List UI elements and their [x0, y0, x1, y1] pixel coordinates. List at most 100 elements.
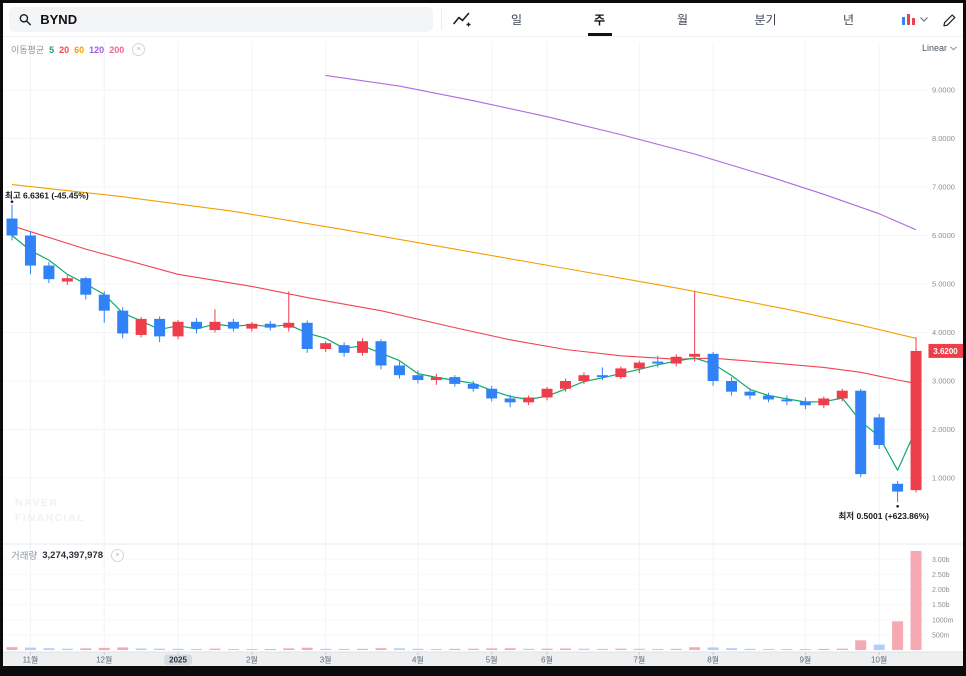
candle-body	[24, 235, 36, 266]
axis-layer: 9.0000 8.0000 7.0000 6.0000 5.0000 4.0000 3.00…	[932, 86, 955, 640]
legend-close-button[interactable]: ×	[132, 43, 146, 56]
chevron-down-icon	[950, 45, 957, 51]
tab-day[interactable]: 일	[510, 13, 523, 27]
x-axis-month-label: 2월	[246, 655, 258, 665]
chart-app: 일 주 월 분기 년	[3, 3, 963, 666]
search-icon	[19, 13, 32, 26]
price-axis-label: 1.0000	[932, 474, 955, 483]
candle-body	[762, 395, 774, 400]
grid-layer	[3, 42, 963, 652]
x-axis-year-pill	[164, 654, 193, 665]
toolbar: 일 주 월 분기 년	[3, 3, 963, 37]
volume-bar	[24, 647, 36, 650]
candle-body	[707, 353, 719, 381]
candle-body	[910, 350, 922, 491]
x-axis-month-label: 9월	[799, 655, 811, 665]
tab-year[interactable]: 년	[842, 13, 855, 27]
volume-bar	[486, 648, 498, 650]
volume-close-button[interactable]: ×	[111, 548, 124, 562]
x-axis-month-label: 5월	[486, 655, 498, 665]
candle-body	[264, 323, 276, 328]
price-axis-label: 3.0000	[932, 377, 955, 386]
ma-line	[325, 74, 917, 231]
candle-body	[781, 399, 793, 402]
tab-week[interactable]: 주	[558, 3, 641, 36]
volume-layer	[6, 550, 922, 650]
x-axis-month-label: 8월	[707, 655, 719, 665]
candle-body	[43, 265, 55, 280]
volume-axis-label: 500m	[932, 632, 950, 639]
volume-bar	[633, 648, 645, 650]
price-axis-label: 6.0000	[932, 231, 955, 240]
volume-label: 거래량	[11, 551, 38, 562]
volume-bar	[412, 648, 424, 650]
chart-style-button[interactable]	[901, 12, 928, 28]
candle-body	[560, 381, 571, 389]
volume-bar	[504, 648, 516, 650]
annotation-layer: 최고 6.6361 (-45.45%) 최저 0.5001 (+623.86%)	[5, 191, 929, 522]
tab-month[interactable]: 월	[676, 13, 689, 27]
candle-body	[578, 375, 590, 381]
candle-body	[135, 318, 147, 335]
candle-body	[338, 345, 350, 353]
candle-body	[393, 365, 405, 376]
candle-body	[209, 321, 221, 331]
x-axis-month-label: 11월	[23, 655, 39, 665]
volume-bar	[726, 648, 738, 650]
candle-body	[172, 321, 184, 337]
volume-bar	[264, 649, 276, 650]
volume-bar	[892, 621, 904, 650]
x-axis-month-label: 4월	[412, 655, 424, 665]
volume-bar	[209, 648, 221, 650]
volume-bar	[338, 648, 350, 650]
volume-bar	[873, 644, 885, 650]
volume-bar	[781, 649, 793, 650]
moving-average-legend: 이동평균 5 20 60 120 200 ×	[11, 43, 146, 56]
chevron-down-icon	[920, 17, 928, 22]
candle-body	[357, 341, 369, 353]
x-axis-month-label: 7월	[633, 655, 645, 665]
candle-body	[98, 294, 110, 311]
candle-body	[892, 483, 904, 492]
candle-body	[430, 377, 442, 381]
candle-body	[504, 398, 516, 403]
candle-body	[117, 310, 129, 334]
candle-body	[523, 397, 535, 403]
tab-quarter[interactable]: 분기	[754, 13, 777, 27]
volume-bar	[135, 648, 147, 650]
candles-layer	[6, 204, 922, 503]
volume-header: 거래량 3,274,397,978 ×	[11, 548, 124, 562]
volume-bar	[855, 640, 867, 650]
ma-line	[11, 184, 917, 339]
volume-value: 3,274,397,978	[42, 549, 103, 561]
scale-selector[interactable]: Linear	[922, 43, 957, 53]
price-badge: 3.6200	[928, 343, 963, 358]
watermark: NAVER FINANCIAL	[15, 497, 84, 524]
symbol-search-box[interactable]	[9, 7, 433, 32]
draw-pencil-icon[interactable]	[941, 12, 957, 28]
candle-body	[744, 391, 756, 396]
price-axis-label: 9.0000	[932, 86, 955, 95]
volume-bar	[43, 648, 55, 650]
candle-body	[467, 383, 479, 389]
price-volume-chart[interactable]: NAVER FINANCIAL 11월 12월 2025 2월 3월 4월 5월 6월 7월 8월 9월…	[3, 36, 963, 666]
volume-bar	[320, 648, 332, 650]
volume-bar	[283, 648, 295, 650]
volume-axis-label: 1000m	[932, 617, 954, 624]
legend-ma120: 120	[89, 44, 105, 55]
x-axis-month-label: 3월	[320, 655, 332, 665]
volume-bar	[449, 648, 461, 650]
volume-axis-label: 1.50b	[932, 602, 950, 609]
volume-bar	[430, 648, 442, 650]
chart-type-icon[interactable]	[453, 11, 471, 29]
low-annotation: 최저 0.5001 (+623.86%)	[838, 511, 929, 521]
volume-bar	[670, 648, 682, 650]
ma-layer	[11, 74, 917, 471]
header-divider	[441, 9, 442, 30]
x-axis-month-label: 6월	[541, 655, 553, 665]
high-annotation: 최고 6.6361 (-45.45%)	[5, 191, 89, 201]
volume-bar	[154, 648, 166, 650]
candle-body	[855, 390, 867, 475]
symbol-search-input[interactable]	[38, 11, 423, 28]
candle-body	[633, 362, 645, 369]
